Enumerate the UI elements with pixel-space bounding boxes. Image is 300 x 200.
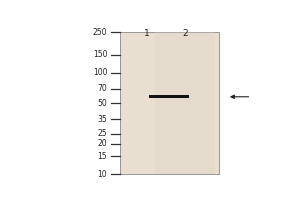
Bar	[155, 32, 215, 174]
Text: 10: 10	[98, 170, 107, 179]
Text: 2: 2	[182, 29, 188, 38]
Text: 25: 25	[98, 129, 107, 138]
Bar	[149, 95, 189, 98]
Text: 20: 20	[98, 139, 107, 148]
Text: 1: 1	[144, 29, 150, 38]
Text: 250: 250	[93, 28, 107, 37]
Text: 100: 100	[93, 68, 107, 77]
Text: 70: 70	[98, 84, 107, 93]
Text: 15: 15	[98, 152, 107, 161]
Text: 35: 35	[98, 115, 107, 124]
Text: 150: 150	[93, 50, 107, 59]
Text: 50: 50	[98, 99, 107, 108]
Bar	[120, 32, 219, 174]
